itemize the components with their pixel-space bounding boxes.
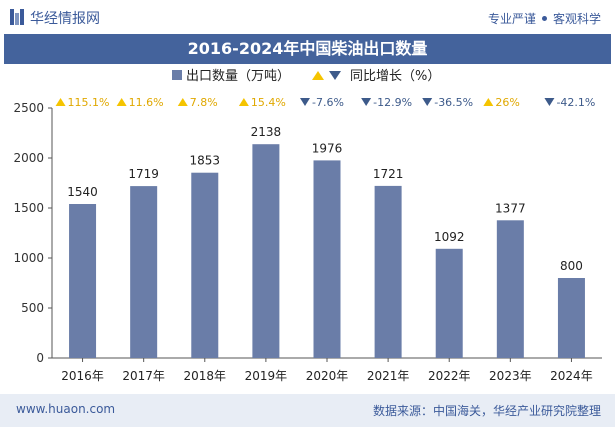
bar-value-label: 1540: [67, 185, 98, 199]
growth-label: -42.1%: [556, 96, 595, 109]
bar: [313, 160, 341, 358]
growth-label: 11.6%: [129, 96, 164, 109]
growth-down-triangle-icon: [361, 98, 372, 106]
growth-label: -7.6%: [312, 96, 344, 109]
growth-up-triangle-icon: [55, 98, 66, 106]
growth-down-triangle-icon: [544, 98, 555, 106]
bar-chart: 0 500 1000 1500 2000 2500 出口数量（万吨） 同比增长（%） 1540 2…: [13, 69, 602, 383]
footer: www.huaon.com 数据来源：中国海关，华经产业研究院整理: [0, 394, 615, 427]
bar-value-label: 1092: [434, 230, 465, 244]
bar-value-label: 1853: [190, 154, 221, 168]
y-tick-label: 0: [36, 351, 44, 365]
bar: [130, 186, 158, 358]
bar-value-label: 1377: [495, 201, 526, 215]
footer-site: www.huaon.com: [16, 402, 116, 416]
growth-label: 7.8%: [190, 96, 218, 109]
bar-value-label: 800: [560, 259, 583, 273]
legend-up-triangle-icon: [312, 71, 324, 80]
growth-label: -36.5%: [434, 96, 473, 109]
y-tick-label: 1000: [13, 251, 44, 265]
bar-value-label: 1721: [373, 167, 404, 181]
growth-up-triangle-icon: [238, 98, 249, 106]
legend-swatch-export: [172, 70, 182, 80]
bar: [69, 204, 97, 358]
bar: [374, 185, 402, 358]
bar-value-label: 1976: [312, 141, 343, 155]
slogan: 专业严谨 客观科学: [488, 10, 601, 27]
y-tick-label: 500: [21, 301, 44, 315]
chart-title: 2016-2024年中国柴油出口数量: [4, 34, 611, 64]
y-tick-label: 2500: [13, 101, 44, 115]
legend-label-growth: 同比增长（%）: [350, 69, 440, 84]
bar: [435, 248, 463, 358]
slogan-left: 专业严谨: [487, 12, 536, 26]
footer-source: 数据来源：中国海关，华经产业研究院整理: [372, 404, 601, 418]
bar: [252, 144, 280, 358]
growth-up-triangle-icon: [177, 98, 188, 106]
bar: [191, 172, 219, 358]
brand-name: 华经情报网: [30, 11, 100, 27]
growth-up-triangle-icon: [116, 98, 127, 106]
top-bar: 华经情报网 专业严谨 客观科学: [0, 0, 615, 34]
growth-up-triangle-icon: [483, 98, 494, 106]
bar-value-label: 1719: [128, 167, 159, 181]
bar: [557, 278, 585, 358]
x-tick-label: 2020年: [306, 369, 349, 383]
x-tick-label: 2022年: [428, 369, 471, 383]
x-tick-label: 2023年: [489, 369, 532, 383]
legend-label-export: 出口数量（万吨）: [186, 69, 290, 84]
bar: [496, 220, 524, 358]
brand-logo-icon: [10, 9, 24, 25]
growth-label: -12.9%: [373, 96, 412, 109]
y-tick-label: 1500: [13, 201, 44, 215]
growth-down-triangle-icon: [422, 98, 433, 106]
x-tick-label: 2016年: [61, 369, 104, 383]
y-tick-label: 2000: [13, 151, 44, 165]
x-tick-label: 2017年: [122, 369, 165, 383]
growth-down-triangle-icon: [300, 98, 310, 106]
x-tick-label: 2021年: [367, 369, 410, 383]
x-tick-label: 2018年: [184, 369, 227, 383]
slogan-right: 客观科学: [552, 12, 601, 26]
x-tick-label: 2024年: [550, 369, 593, 383]
growth-label: 26%: [495, 96, 519, 109]
legend-down-triangle-icon: [329, 71, 341, 80]
growth-label: 115.1%: [68, 96, 110, 109]
x-tick-label: 2019年: [245, 369, 288, 383]
growth-label: 15.4%: [251, 96, 286, 109]
slogan-dot-icon: [541, 16, 547, 21]
bar-value-label: 2138: [251, 125, 282, 139]
